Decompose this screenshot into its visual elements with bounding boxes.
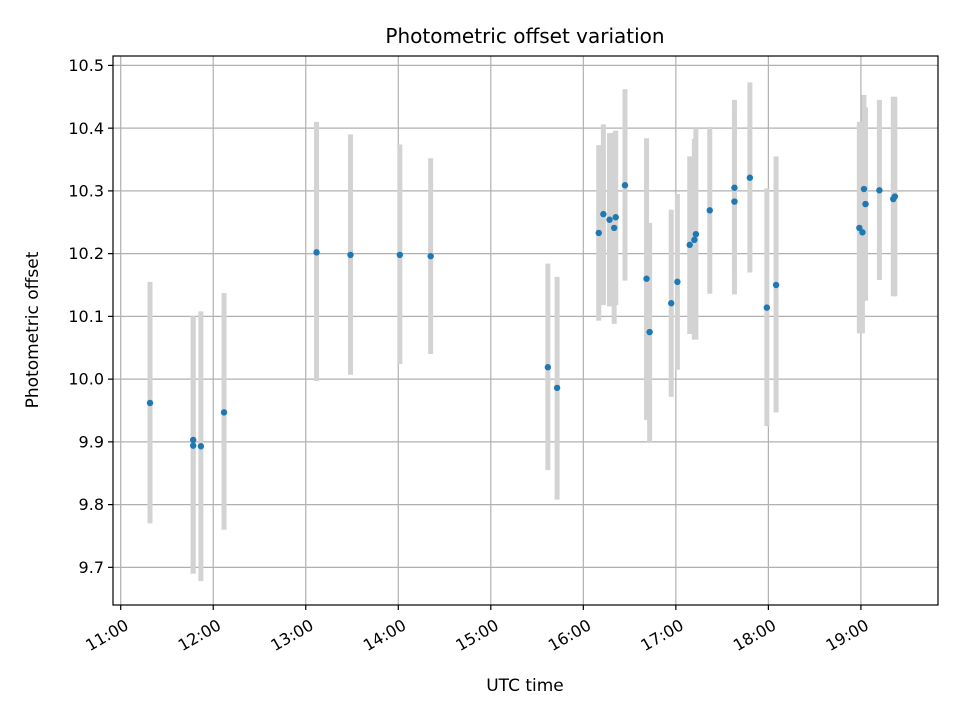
data-point xyxy=(189,442,197,449)
data-point xyxy=(606,216,613,223)
data-point xyxy=(197,443,205,450)
y-tick-label: 10.0 xyxy=(68,370,104,389)
data-point xyxy=(427,252,434,260)
plot-area xyxy=(112,55,939,606)
data-point xyxy=(610,224,618,232)
data-point xyxy=(220,409,228,416)
data-point xyxy=(772,281,780,289)
y-tick-label: 9.8 xyxy=(79,495,104,514)
y-tick-label: 10.1 xyxy=(68,307,104,326)
data-point xyxy=(876,187,883,194)
y-axis-label: Photometric offset xyxy=(23,251,43,408)
plot-frame xyxy=(112,55,939,606)
data-point xyxy=(763,304,771,311)
data-point xyxy=(746,174,754,181)
data-point xyxy=(692,230,700,238)
data-point xyxy=(731,184,738,191)
data-point xyxy=(553,384,561,392)
data-point xyxy=(595,229,602,237)
data-point xyxy=(544,364,552,371)
y-axis: 9.7 9.8 9.9 10.0 10.1 10.2 10.3 10.4 10.5 xyxy=(68,56,113,577)
data-point xyxy=(189,436,197,444)
chart-title: Photometric offset variation xyxy=(385,24,664,48)
plot-background xyxy=(113,56,938,605)
data-point xyxy=(646,328,653,336)
data-point xyxy=(668,300,675,307)
y-tick-label: 10.2 xyxy=(68,244,104,263)
y-tick-label: 10.3 xyxy=(68,181,104,200)
y-tick-label: 9.7 xyxy=(79,558,104,577)
y-tick-label: 10.4 xyxy=(68,119,104,138)
data-point xyxy=(621,182,629,189)
y-tick-label: 10.5 xyxy=(68,56,104,75)
data-point xyxy=(891,193,899,200)
x-axis-label: UTC time xyxy=(486,676,564,696)
data-point xyxy=(862,200,869,208)
data-point xyxy=(674,278,681,286)
data-point xyxy=(313,249,320,256)
data-point xyxy=(706,207,713,214)
data-point xyxy=(612,214,619,221)
data-point xyxy=(396,251,404,259)
data-points xyxy=(146,174,899,450)
data-point xyxy=(146,399,154,407)
data-point xyxy=(686,241,693,249)
y-tick-label: 9.9 xyxy=(79,432,104,451)
data-point xyxy=(731,198,738,205)
data-point xyxy=(860,185,868,193)
data-point xyxy=(691,236,698,244)
data-point xyxy=(859,229,866,236)
data-point xyxy=(600,210,607,218)
data-point xyxy=(643,275,650,282)
data-point xyxy=(347,251,354,259)
